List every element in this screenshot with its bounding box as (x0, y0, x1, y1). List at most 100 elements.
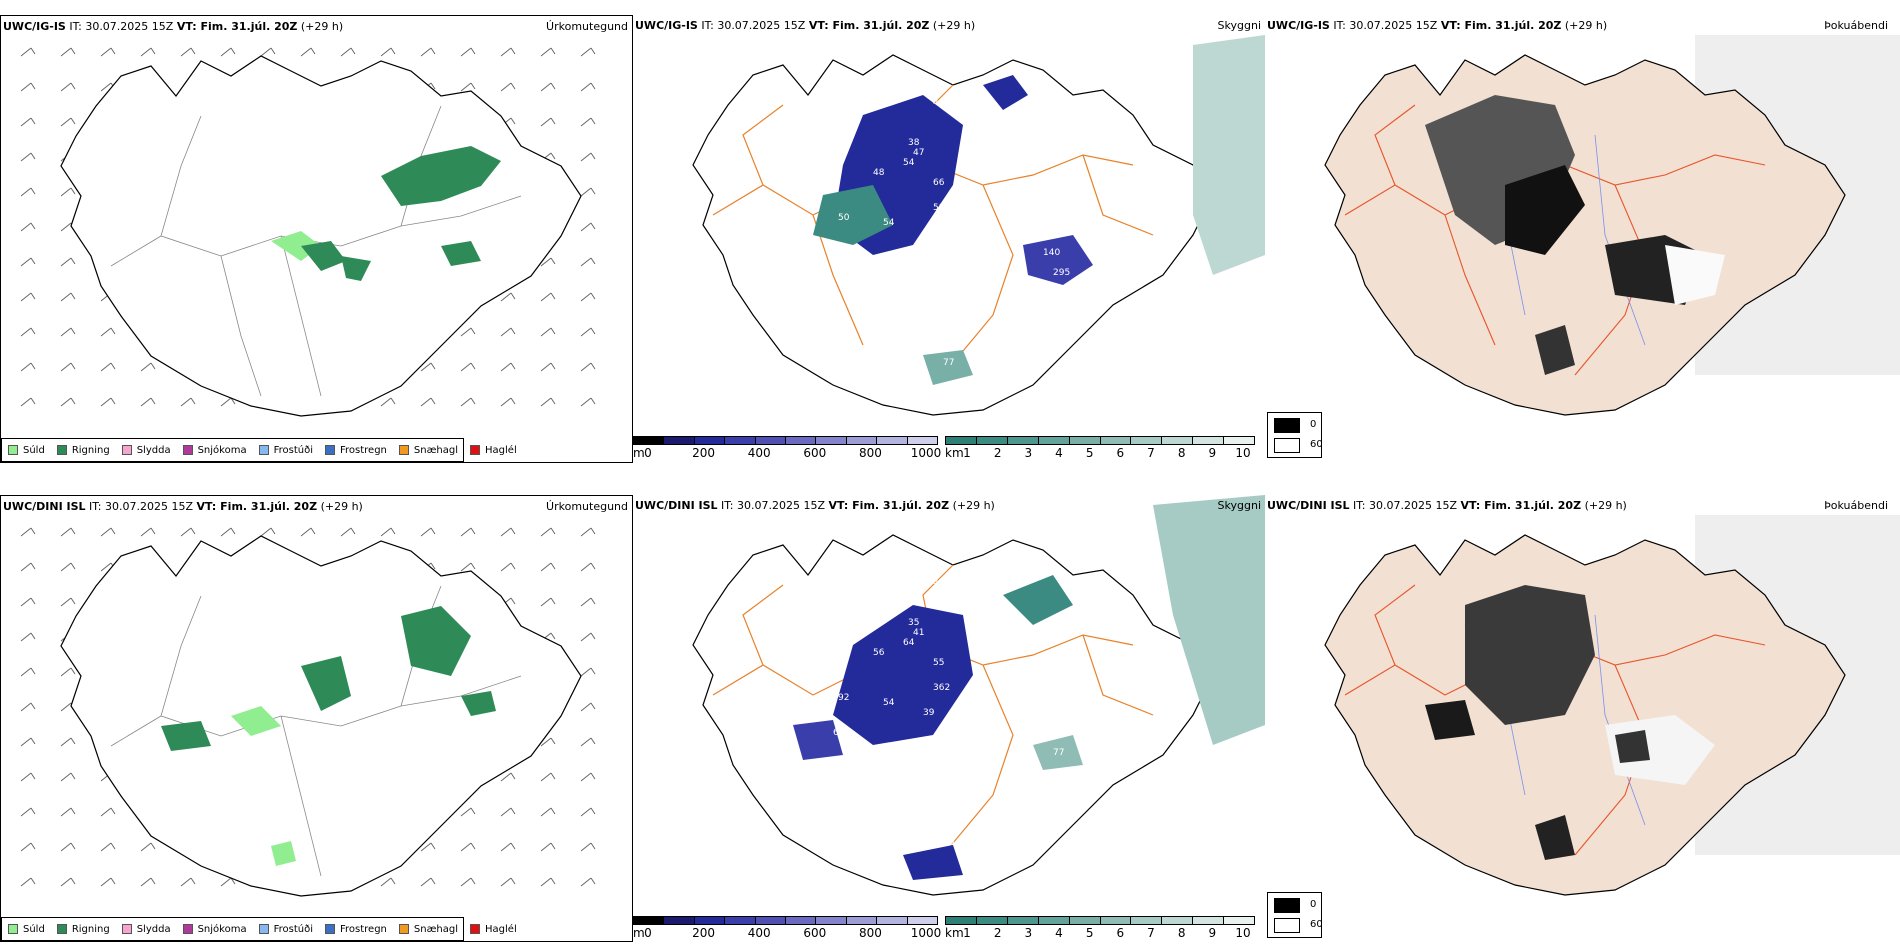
wind-barb (540, 772, 556, 782)
fog-panel-row2: UWC/DINI ISL IT: 30.07.2025 15Z VT: Fim.… (1265, 495, 1900, 942)
wind-barb (20, 327, 36, 337)
colorbar-segment (1224, 437, 1255, 444)
colorbar-tick: 400 (747, 926, 771, 940)
wind-barb (460, 82, 476, 92)
colorbar-tick: 7 (1147, 446, 1155, 460)
colorbar-segment (1100, 917, 1132, 924)
wind-barb (420, 877, 436, 887)
wind-barb (100, 877, 116, 887)
fog-map (1324, 515, 1900, 896)
wind-barb (500, 877, 516, 887)
ceiling-label: 92 (838, 693, 849, 703)
wind-barb (60, 82, 76, 92)
colorbar-segment (907, 917, 938, 924)
wind-barb (420, 842, 436, 852)
wind-barb (60, 527, 76, 537)
colorbar-tick: 10 (1235, 926, 1251, 940)
colorbar-segment (755, 437, 787, 444)
wind-barb (500, 327, 516, 337)
legend-swatch (470, 924, 481, 934)
wind-barb (580, 292, 596, 302)
legend-swatch (182, 924, 193, 934)
wind-barb (540, 807, 556, 817)
wind-barb (20, 82, 36, 92)
colorbar-segment (694, 917, 726, 924)
ceiling-label: 295 (1053, 268, 1070, 278)
wind-barb (20, 222, 36, 232)
panel-title: Úrkomutegund (546, 20, 628, 33)
ceiling-label: 35 (908, 618, 919, 628)
legend-item: Rigning (56, 445, 110, 456)
ceiling-label: 66 (933, 178, 945, 188)
precip-panel-row1: UWC/IG-IS IT: 30.07.2025 15Z VT: Fim. 31… (0, 15, 633, 463)
wind-barb (580, 842, 596, 852)
colorbar-tick: 3 (1024, 446, 1033, 460)
ceiling-label: 41 (923, 228, 934, 238)
wind-barb (420, 362, 436, 372)
wind-barb (60, 117, 76, 127)
wind-barb (60, 667, 76, 677)
ceiling-label: 45 (933, 578, 944, 588)
wind-barb (20, 842, 36, 852)
wind-barb (460, 527, 476, 537)
colorbar-tick: 800 (858, 926, 882, 940)
wind-barb (180, 397, 196, 407)
colorbar-segment (725, 437, 756, 444)
ceiling-label: 64 (903, 638, 915, 648)
wind-barb (60, 257, 76, 267)
colorbar-tick: 400 (747, 446, 771, 460)
wind-barb (60, 562, 76, 572)
wind-barb (60, 327, 76, 337)
ceiling-label: 66 (833, 728, 845, 738)
wind-barb (220, 877, 236, 887)
wind-barb (540, 47, 556, 57)
legend-item: Frostregn (325, 445, 387, 456)
wind-barb (60, 772, 76, 782)
colorbar-segment (976, 437, 1008, 444)
panel-header: UWC/DINI ISL IT: 30.07.2025 15Z VT: Fim.… (635, 499, 995, 512)
wind-barb (460, 397, 476, 407)
wind-barb (20, 772, 36, 782)
wind-barb (220, 397, 236, 407)
wind-barb (380, 47, 396, 57)
colorbar-segment (877, 917, 908, 924)
ceiling-label: 139 (973, 618, 990, 628)
colorbar-segment (1038, 917, 1070, 924)
wind-barb (580, 562, 596, 572)
wind-barb (20, 117, 36, 127)
wind-barb (540, 292, 556, 302)
panel-title: Skyggni (1217, 499, 1261, 512)
colorbar-tick: 9 (1208, 446, 1217, 460)
precip-areas (271, 146, 501, 281)
wind-barb (340, 527, 356, 537)
wind-barb (20, 667, 36, 677)
panel-header: UWC/IG-IS IT: 30.07.2025 15Z VT: Fim. 31… (635, 19, 976, 32)
wind-barb (580, 152, 596, 162)
wind-barb (260, 47, 276, 57)
panel-title: Úrkomutegund (546, 500, 628, 513)
wind-barb (540, 737, 556, 747)
wind-barb (540, 877, 556, 887)
precip-panel-row2: UWC/DINI ISL IT: 30.07.2025 15Z VT: Fim.… (0, 495, 633, 942)
wind-barb (20, 47, 36, 57)
colorbar-tick: 10 (1235, 446, 1251, 460)
colorbar-segment (755, 917, 787, 924)
wind-barb (220, 527, 236, 537)
legend-swatch (182, 445, 193, 455)
colorbar-tick: 800 (858, 446, 882, 460)
colorbar-segment (1131, 917, 1163, 924)
legend-swatch (56, 924, 67, 934)
wind-barb (580, 632, 596, 642)
visibility-panel-row2: UWC/DINI ISL IT: 30.07.2025 15Z VT: Fim.… (633, 495, 1265, 942)
fog-legend: 0 60 (1267, 412, 1323, 458)
colorbar-segment (664, 437, 695, 444)
ceiling-label: 75 (783, 668, 794, 678)
legend-item: Haglél (470, 445, 517, 456)
colorbar-segment (846, 437, 878, 444)
wind-barb (580, 47, 596, 57)
legend-swatch (325, 924, 335, 934)
colorbar-segment (1193, 437, 1225, 444)
wind-barb (540, 397, 556, 407)
